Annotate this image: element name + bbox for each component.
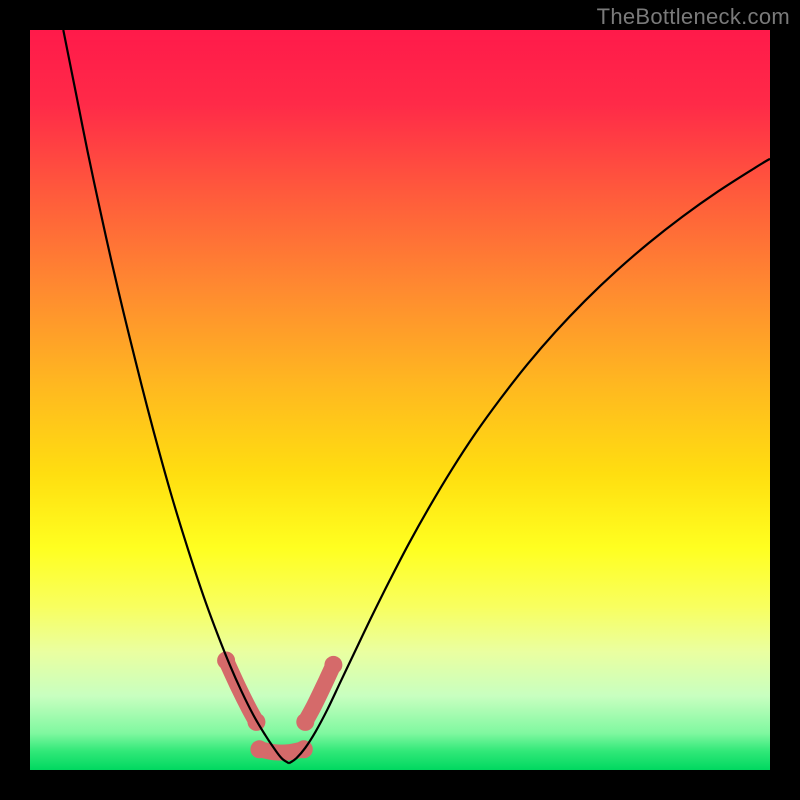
chart-container: TheBottleneck.com bbox=[0, 0, 800, 800]
marker-segments bbox=[217, 651, 342, 758]
marker-dot bbox=[296, 713, 314, 731]
watermark-text: TheBottleneck.com bbox=[597, 4, 790, 30]
curves-layer bbox=[30, 30, 770, 770]
marker-segment bbox=[305, 665, 333, 722]
right-curve bbox=[289, 159, 770, 764]
left-curve bbox=[63, 30, 289, 763]
plot-area bbox=[30, 30, 770, 770]
marker-dot bbox=[324, 656, 342, 674]
marker-dot bbox=[250, 740, 268, 758]
